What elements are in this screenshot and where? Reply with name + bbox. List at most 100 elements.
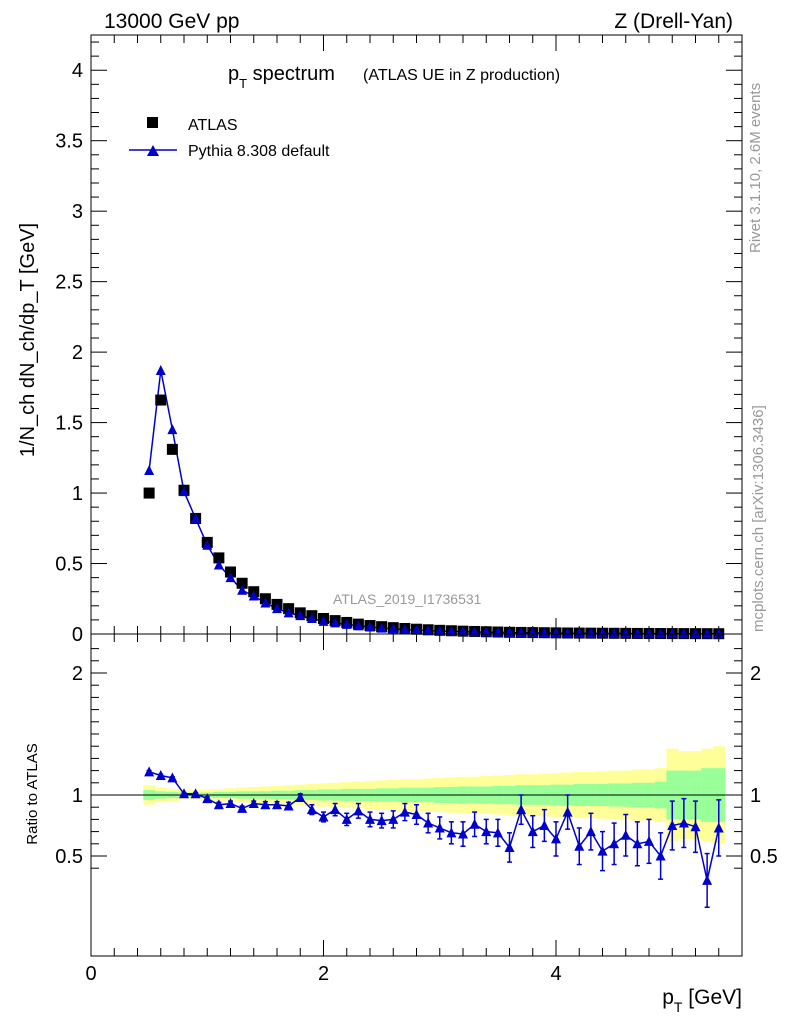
main-y-tick-label: 4	[72, 60, 83, 82]
main-y-tick-label: 1	[72, 483, 83, 505]
ratio-mc-point	[190, 788, 201, 799]
main-y-tick-label: 3.5	[55, 131, 83, 153]
ratio-y-tick-label-right: 2	[750, 663, 761, 685]
x-tick-label: 4	[550, 963, 561, 985]
mc-point	[516, 627, 527, 638]
main-title: pT spectrum	[228, 63, 335, 91]
ratio-mc-point	[306, 804, 317, 815]
ratio-mc-point	[458, 828, 468, 839]
mc-point	[388, 623, 399, 634]
mc-point	[551, 627, 561, 638]
main-y-tick-label: 3	[72, 201, 83, 223]
ratio-mc-point	[330, 804, 341, 815]
ratio-mc-point	[248, 798, 259, 809]
ratio-mc-point	[237, 802, 248, 813]
mc-point	[248, 590, 259, 601]
mc-point	[411, 624, 422, 635]
ratio-mc-point	[632, 838, 643, 849]
mc-point	[562, 627, 573, 638]
mc-point	[341, 618, 352, 629]
ratio-mc-point	[202, 793, 213, 804]
ratio-mc-point	[144, 766, 155, 777]
ratio-mc-point	[655, 850, 666, 861]
ratio-mc-point	[574, 840, 585, 851]
mc-point	[620, 628, 631, 639]
ratio-mc-point	[225, 798, 236, 809]
ratio-mc-point	[644, 835, 654, 846]
mc-point	[690, 628, 701, 639]
ratio-mc-point	[376, 815, 387, 826]
mc-point	[423, 625, 434, 636]
legend-atlas-label: ATLAS	[188, 117, 238, 134]
ratio-mc-point	[702, 874, 713, 885]
ratio-mc-point	[713, 822, 724, 833]
mc-point	[585, 627, 596, 638]
ratio-mc-point	[260, 799, 271, 810]
mc-point	[283, 607, 294, 618]
ratio-mc-point	[167, 772, 178, 783]
ratio-mc-point	[388, 813, 399, 824]
atlas-point	[213, 552, 225, 564]
main-title-note: (ATLAS UE in Z production)	[363, 67, 560, 84]
mc-point	[539, 627, 550, 638]
mc-point	[597, 627, 608, 638]
mc-point	[179, 486, 189, 497]
ratio-mc-point	[527, 826, 538, 837]
mc-point	[237, 584, 248, 595]
ratio-mc-point	[516, 804, 527, 815]
mc-point	[399, 623, 410, 634]
mc-point	[527, 627, 538, 638]
atlas-point	[155, 394, 167, 406]
ratio-mc-point	[155, 769, 166, 780]
mc-point	[353, 620, 364, 631]
ratio-mc-point	[353, 805, 364, 816]
ratio-mc-point	[365, 813, 375, 824]
legend-mc-marker	[147, 145, 159, 156]
main-y-tick-label: 1.5	[55, 413, 83, 435]
legend-mc-label: Pythia 8.308 default	[188, 143, 330, 160]
mc-point	[318, 615, 329, 626]
ratio-mc-point	[620, 829, 631, 840]
ratio-mc-point	[283, 800, 294, 811]
main-axis-ticks	[90, 35, 742, 635]
x-tick-label: 2	[318, 963, 329, 985]
header-left: 13000 GeV pp	[104, 10, 239, 33]
mc-point	[155, 364, 166, 375]
atlas-point	[166, 443, 178, 455]
mc-point	[213, 559, 224, 570]
ratio-frame	[90, 633, 743, 957]
ratio-mc-point	[179, 788, 189, 799]
atlas-point	[143, 487, 155, 499]
ratio-series-layer	[144, 766, 724, 908]
main-y-tick-label: 2.5	[55, 272, 83, 294]
ratio-mc-point	[318, 811, 329, 822]
mc-point	[330, 617, 341, 628]
mc-point	[574, 627, 585, 638]
main-y-tick-labels: 0 0.5 1 1.5 2 2.5 3 3.5 4	[55, 60, 83, 646]
mc-point	[272, 603, 282, 614]
mc-point	[225, 572, 236, 583]
ratio-mc-point	[667, 820, 678, 830]
mc-point	[702, 628, 713, 639]
ratio-mc-point	[609, 838, 620, 849]
mc-point	[504, 627, 515, 638]
mcplots-label: mcplots.cern.ch [arXiv:1306.3436]	[750, 405, 767, 632]
mc-point	[632, 628, 643, 639]
ratio-y-tick-label-right: 1	[750, 785, 761, 807]
ratio-y-tick-label-left: 2	[72, 663, 83, 685]
ratio-axis-ticks	[90, 634, 742, 956]
atlas-point	[236, 577, 248, 589]
x-tick-label: 0	[85, 963, 96, 985]
ratio-tick-labels: 0.5 1 2 0.5 1 2 0 2 4	[55, 663, 778, 985]
ratio-mc-point	[434, 822, 445, 833]
x-axis-label: pT [GeV]	[662, 986, 742, 1015]
main-y-tick-label: 2	[72, 342, 83, 364]
ratio-mc-point	[341, 813, 352, 824]
mc-point	[306, 612, 317, 623]
mc-point	[434, 625, 445, 636]
mc-point	[644, 628, 654, 639]
ratio-mc-point	[446, 827, 457, 838]
ratio-mc-point	[272, 799, 282, 810]
mc-point	[713, 628, 724, 639]
mc-point	[260, 597, 271, 608]
